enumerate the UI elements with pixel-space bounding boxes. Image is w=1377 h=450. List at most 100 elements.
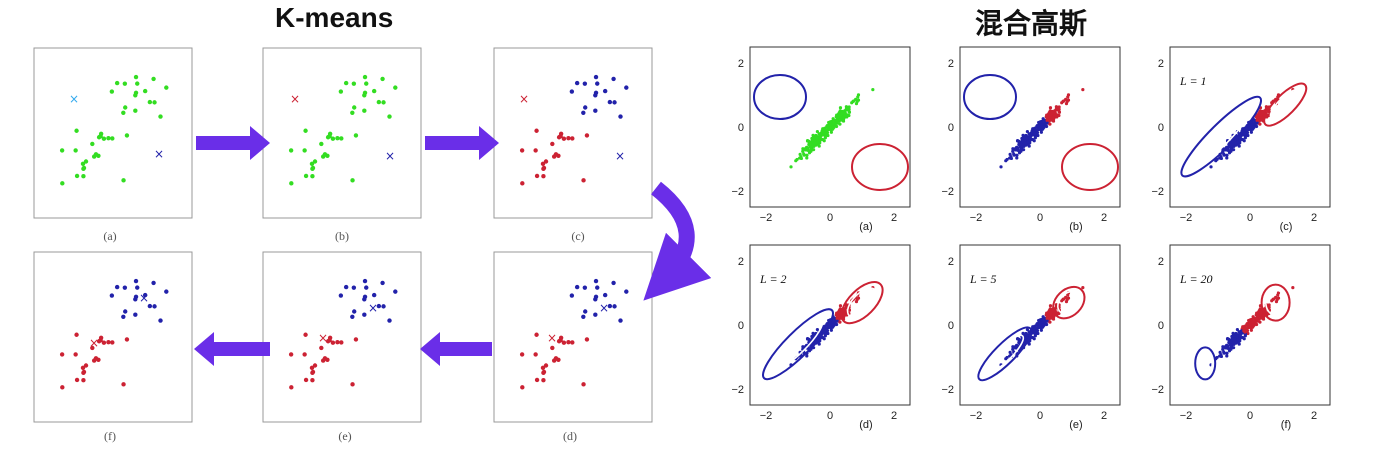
gaussian-contour-red [851, 143, 909, 191]
centroid-marker: × [89, 336, 99, 350]
gmm-point [1045, 118, 1049, 123]
gmm-point [1259, 316, 1263, 320]
gmm-point [1011, 147, 1015, 151]
kmeans-point [534, 173, 540, 179]
gaussian-contour [840, 281, 884, 325]
gmm-point [1219, 156, 1223, 161]
gmm-caption-f: (f) [1281, 419, 1291, 431]
gmm-point [806, 148, 810, 153]
kmeans-point [74, 377, 80, 383]
gmm-point [1251, 122, 1255, 126]
gmm-point [1222, 351, 1226, 355]
kmeans-point [96, 339, 102, 344]
kmeans-point [90, 345, 95, 351]
gmm-point [815, 136, 819, 141]
gmm-caption-a: (a) [859, 221, 872, 233]
gmm-point [1066, 98, 1071, 102]
kmeans-point [393, 85, 398, 90]
gmm-point [805, 156, 809, 160]
gmm-point [1038, 323, 1043, 328]
gmm-point [837, 309, 841, 313]
gaussian-contour-inner [985, 334, 1025, 374]
gmm-point [999, 165, 1003, 169]
x-tick-label: −2 [1180, 212, 1193, 224]
gmm-point [1042, 118, 1046, 122]
kmeans-point [602, 88, 608, 94]
centroid-marker: × [139, 291, 149, 305]
kmeans-point [561, 340, 567, 345]
gmm-point [835, 316, 839, 321]
kmeans-point [133, 108, 138, 113]
y-tick-label: 0 [948, 320, 954, 332]
kmeans-point [353, 133, 359, 138]
gmm-point [1033, 136, 1037, 140]
gmm-point [1225, 354, 1229, 358]
gmm-point [801, 147, 805, 151]
kmeans-point [362, 294, 368, 299]
gmm-point [1034, 128, 1039, 132]
kmeans-point [541, 165, 547, 171]
centroid-marker: × [599, 301, 609, 315]
gmm-point [825, 124, 829, 128]
gmm-point [1233, 332, 1237, 336]
x-tick-label: −2 [760, 410, 773, 422]
kmeans-panel-c [493, 47, 653, 219]
gmm-point [838, 320, 842, 324]
kmeans-point [309, 365, 315, 371]
gmm-point [1225, 337, 1230, 341]
arrow-d-to-e [420, 332, 492, 366]
gmm-point [1045, 316, 1049, 321]
gmm-point [827, 120, 831, 125]
kmeans-point [543, 363, 549, 368]
kmeans-point [151, 76, 156, 82]
kmeans-point [381, 304, 386, 309]
kmeans-caption-a: (a) [103, 229, 116, 243]
kmeans-point [350, 110, 355, 115]
kmeans-point [124, 133, 130, 138]
kmeans-point [325, 339, 331, 344]
gmm-point [1033, 334, 1037, 338]
gaussian-contour [977, 326, 1033, 382]
gmm-point [1252, 316, 1256, 320]
kmeans-point [541, 174, 546, 179]
kmeans-point [519, 148, 525, 153]
kmeans-point [376, 99, 382, 105]
kmeans-point [93, 152, 99, 157]
gmm-point [1231, 342, 1235, 346]
kmeans-point [558, 335, 564, 340]
gmm-point [845, 304, 849, 308]
kmeans-point [387, 318, 392, 323]
kmeans-point [101, 136, 107, 141]
gmm-point [845, 106, 849, 110]
gmm-point [1015, 156, 1019, 160]
gmm-point [1249, 130, 1253, 134]
kmeans-point [339, 136, 344, 141]
gmm-caption-b: (b) [1069, 221, 1082, 233]
gmm-point [1008, 350, 1012, 354]
y-tick-label: −2 [731, 384, 744, 396]
kmeans-point [288, 352, 294, 357]
kmeans-point [110, 340, 115, 345]
kmeans-point [133, 74, 139, 80]
kmeans-point [343, 80, 349, 86]
gmm-point [1257, 309, 1261, 313]
kmeans-point [319, 141, 324, 147]
kmeans-point [351, 285, 357, 290]
kmeans-point [612, 100, 617, 105]
kmeans-point [352, 309, 357, 314]
kmeans-point [123, 105, 128, 110]
gmm-point [1066, 296, 1071, 300]
kmeans-point [122, 285, 128, 290]
centroid-marker: × [385, 149, 395, 163]
gmm-point [1041, 320, 1045, 324]
kmeans-point [83, 363, 89, 368]
kmeans-point [584, 133, 590, 138]
kmeans-point [312, 159, 318, 164]
y-tick-label: 2 [948, 58, 954, 70]
kmeans-point [114, 284, 120, 290]
kmeans-point [534, 332, 539, 337]
kmeans-point [81, 165, 87, 171]
gmm-point [805, 139, 810, 143]
kmeans-caption-b: (b) [335, 229, 349, 243]
kmeans-point [618, 114, 623, 119]
